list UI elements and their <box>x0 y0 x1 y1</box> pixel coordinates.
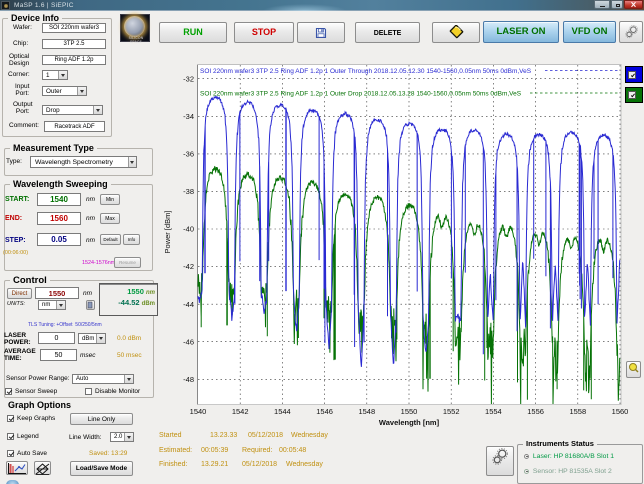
svg-text:1552: 1552 <box>443 407 460 416</box>
svg-text:1556: 1556 <box>527 407 544 416</box>
svg-text:1554: 1554 <box>485 407 502 416</box>
svg-text:-46: -46 <box>183 337 194 346</box>
svg-text:-40: -40 <box>183 225 194 234</box>
svg-text:1550: 1550 <box>401 407 418 416</box>
svg-text:1542: 1542 <box>232 407 249 416</box>
svg-text:-44: -44 <box>183 300 194 309</box>
svg-text:1546: 1546 <box>316 407 333 416</box>
svg-text:-48: -48 <box>183 375 194 384</box>
svg-text:1560: 1560 <box>612 407 629 416</box>
svg-text:-36: -36 <box>183 150 194 159</box>
svg-text:Power [dBm]: Power [dBm] <box>163 211 172 254</box>
svg-text:Wavelength [nm]: Wavelength [nm] <box>379 418 440 427</box>
svg-text:-32: -32 <box>183 74 194 83</box>
svg-text:1548: 1548 <box>358 407 375 416</box>
svg-text:SOI 220nm wafer3 3TP 2.5 Ring: SOI 220nm wafer3 3TP 2.5 Ring ADF 1.2p 1… <box>200 91 522 98</box>
svg-text:1540: 1540 <box>190 407 207 416</box>
svg-text:SOI 220nm wafer3 3TP 2.5 Ring: SOI 220nm wafer3 3TP 2.5 Ring ADF 1.2p 1… <box>200 68 532 75</box>
svg-text:1544: 1544 <box>274 407 291 416</box>
svg-text:-34: -34 <box>183 112 194 121</box>
svg-text:-38: -38 <box>183 187 194 196</box>
svg-text:-42: -42 <box>183 262 194 271</box>
svg-text:1558: 1558 <box>569 407 586 416</box>
